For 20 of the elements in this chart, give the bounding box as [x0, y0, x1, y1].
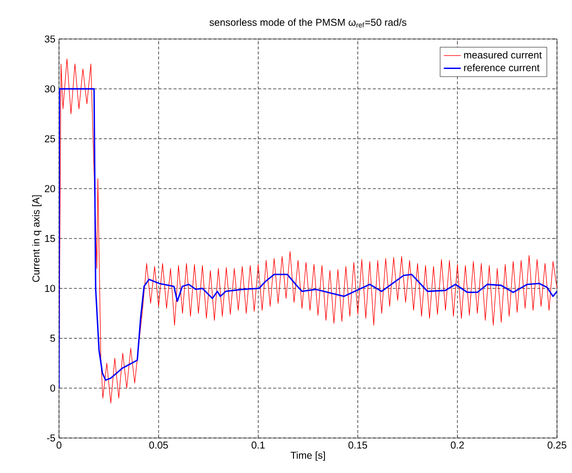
y-tick-label: -5 [47, 434, 56, 442]
x-tick-label: 0.2 [450, 442, 464, 449]
chart-title: sensorless mode of the PMSM ω$_{ref}$=50 rad/s [210, 18, 406, 28]
x-tick-label: 0.1 [252, 442, 265, 449]
y-axis-title: Current in q axis [A] [32, 195, 42, 282]
x-tick-label: 0.15 [348, 442, 368, 449]
legend-label: measured current [464, 51, 542, 59]
x-tick-label: 0.25 [548, 442, 566, 449]
y-tick-label: 15 [45, 235, 56, 242]
x-tick-label: 0 [56, 442, 62, 449]
y-tick-label: 0 [50, 384, 56, 392]
legend-label: reference current [464, 64, 540, 72]
y-tick-label: 10 [45, 284, 56, 292]
y-tick-label: 35 [44, 35, 56, 43]
y-tick-label: 5 [50, 334, 56, 342]
y-tick-label: 25 [44, 135, 56, 142]
y-tick-label: 20 [44, 185, 56, 192]
y-tick-label: 30 [44, 85, 56, 92]
x-tick-label: 0.05 [149, 442, 168, 449]
x-axis-title: Time [s] [290, 451, 325, 461]
